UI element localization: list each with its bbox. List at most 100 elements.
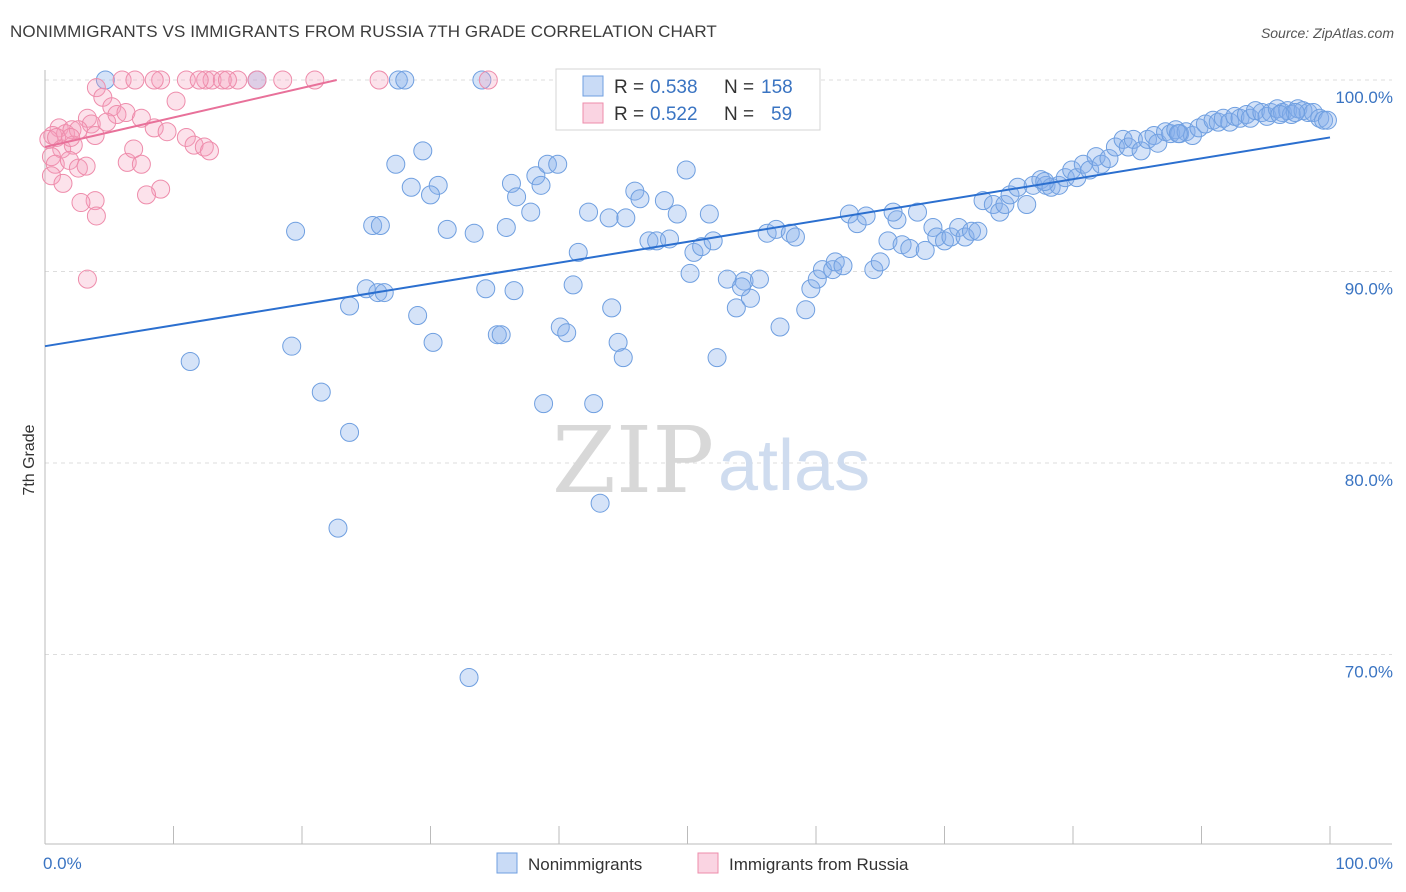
x-tick-label: 100.0% (1335, 854, 1393, 873)
data-point (340, 422, 360, 442)
trend-line (44, 79, 337, 148)
legend-swatch-nonimmigrants (496, 852, 518, 874)
data-point (189, 70, 209, 90)
data-point (151, 70, 171, 90)
data-point (534, 394, 554, 414)
data-point (81, 114, 101, 134)
stats-box-frame (555, 68, 821, 131)
stats-r-label-pink: R = (614, 104, 644, 125)
stats-swatch-blue (582, 75, 604, 97)
data-point (1035, 171, 1055, 191)
chart-title: NONIMMIGRANTS VS IMMIGRANTS FROM RUSSIA … (10, 22, 717, 41)
data-point (1220, 112, 1240, 132)
data-point (548, 154, 568, 174)
watermark: ZIP atlas (552, 407, 870, 514)
data-point (340, 296, 360, 316)
data-point (703, 231, 723, 251)
stats-n-value-blue: 158 (761, 77, 793, 98)
data-point (785, 227, 805, 247)
data-point (968, 221, 988, 241)
data-point (68, 158, 88, 178)
data-point (923, 217, 943, 237)
data-point (692, 237, 712, 257)
data-point (521, 202, 541, 222)
data-point (194, 137, 214, 157)
data-point (941, 227, 961, 247)
data-point (199, 141, 219, 161)
data-point (908, 202, 928, 222)
trend-line (44, 136, 1331, 348)
x-tick-labels: 0.0% 100.0% (43, 854, 1393, 873)
series-immigrants-russia-points (39, 70, 498, 289)
data-point (369, 70, 389, 90)
data-point (864, 260, 884, 280)
data-point (464, 223, 484, 243)
data-point (731, 277, 751, 297)
stats-r-value-pink: 0.522 (650, 104, 698, 125)
stats-n-label-blue: N = (724, 77, 754, 98)
data-point (286, 221, 306, 241)
data-point (699, 204, 719, 224)
data-point (212, 70, 232, 90)
data-point (584, 394, 604, 414)
data-point (770, 317, 790, 337)
data-point (125, 70, 145, 90)
data-point (537, 154, 557, 174)
data-point (478, 70, 498, 90)
data-point (282, 336, 302, 356)
y-axis-title: 7th Grade (21, 424, 38, 495)
data-point (639, 231, 659, 251)
axes (44, 70, 1392, 845)
stats-r-value-blue: 0.538 (650, 77, 698, 98)
data-point (157, 122, 177, 142)
data-point (421, 185, 440, 205)
data-point (459, 667, 479, 687)
data-point (1099, 149, 1119, 169)
data-point (995, 194, 1015, 214)
data-point (71, 193, 91, 213)
data-point (423, 332, 443, 352)
data-point (801, 279, 821, 299)
data-point (590, 493, 610, 513)
data-point (363, 216, 383, 236)
data-point (961, 221, 981, 241)
series-nonimmigrants-points (95, 70, 1337, 687)
data-point (654, 191, 674, 211)
stats-r-label-blue: R = (614, 77, 644, 98)
data-point (273, 70, 293, 90)
data-point (599, 208, 619, 228)
data-point (1017, 194, 1037, 214)
source-label: Source: ZipAtlas.com (1260, 25, 1394, 41)
data-point (504, 281, 524, 301)
data-point (883, 202, 903, 222)
data-point (76, 156, 96, 176)
data-point (983, 194, 1003, 214)
data-point (949, 217, 969, 237)
data-point (86, 206, 106, 226)
data-point (247, 70, 267, 90)
data-point (870, 252, 890, 272)
data-point (833, 256, 853, 276)
stats-swatch-pink (582, 102, 604, 124)
data-point (144, 70, 164, 90)
data-point (1208, 112, 1228, 132)
data-point (900, 239, 920, 259)
stats-n-label-pink: N = (724, 104, 754, 125)
data-point (1317, 110, 1337, 130)
data-point (47, 127, 67, 147)
data-point (428, 175, 448, 195)
data-point (496, 217, 516, 237)
data-point (137, 185, 157, 205)
data-point (386, 154, 406, 174)
data-point (796, 300, 816, 320)
data-point (62, 120, 82, 140)
y-tick-label: 90.0% (1345, 280, 1393, 299)
data-point (1285, 103, 1305, 123)
data-point (557, 323, 577, 343)
data-point (217, 70, 237, 90)
data-point (131, 154, 151, 174)
data-point (196, 70, 216, 90)
data-point (1270, 104, 1290, 124)
stats-n-value-pink: 59 (771, 104, 792, 125)
